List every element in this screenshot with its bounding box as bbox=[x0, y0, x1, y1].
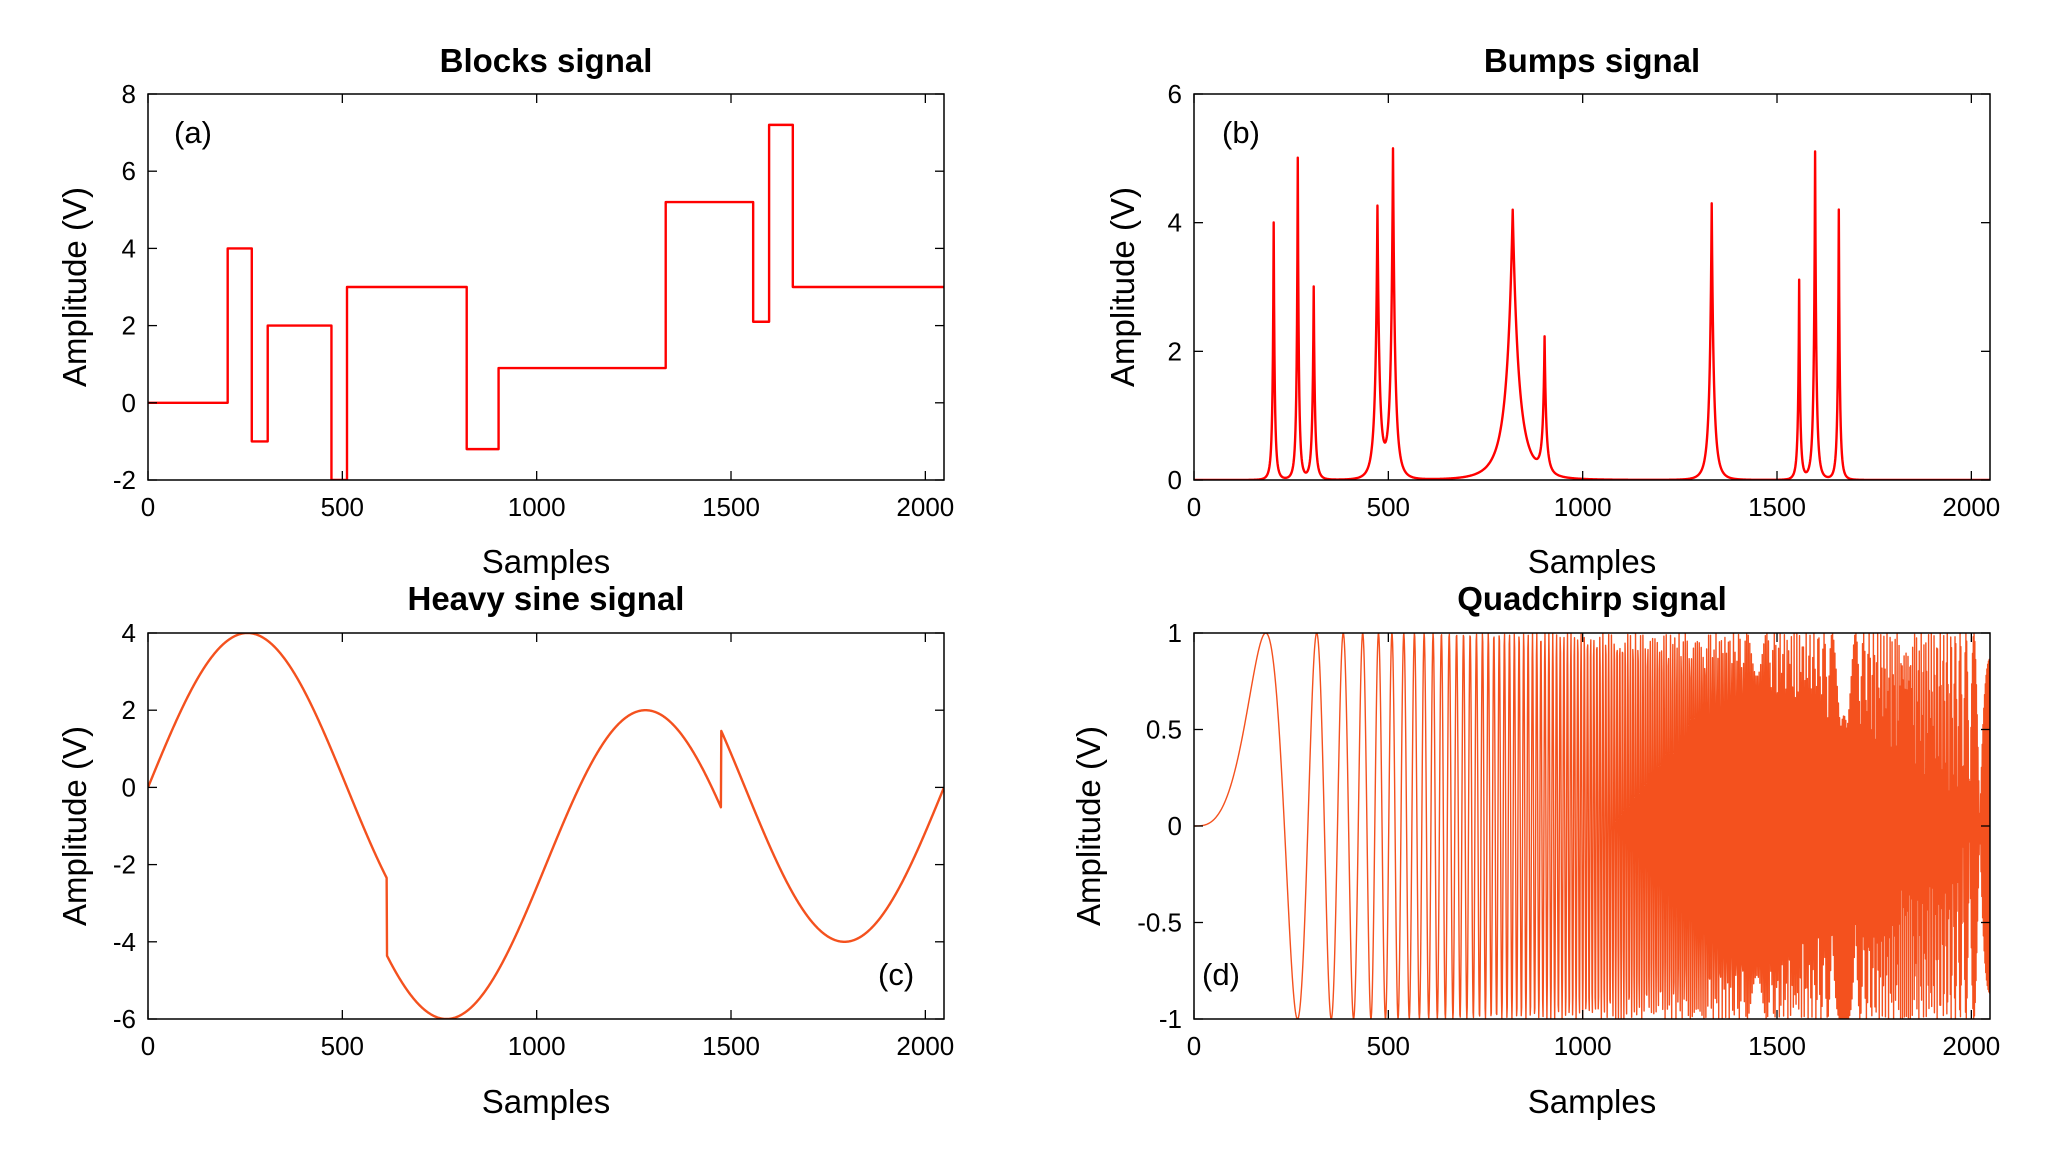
y-tick-label: 2 bbox=[1168, 336, 1182, 366]
x-tick-label: 1000 bbox=[508, 492, 566, 522]
x-tick-label: 500 bbox=[1367, 1031, 1410, 1061]
signal-line bbox=[148, 633, 944, 1019]
panel-label: (d) bbox=[1202, 957, 1240, 992]
x-tick-label: 1500 bbox=[702, 492, 760, 522]
x-axis-label: Samples bbox=[482, 1083, 610, 1120]
signal-line bbox=[148, 123, 944, 480]
x-axis-label: Samples bbox=[482, 543, 610, 580]
panel-title: Quadchirp signal bbox=[1457, 580, 1727, 617]
x-tick-label: 2000 bbox=[896, 1031, 954, 1061]
y-tick-label: 0 bbox=[1168, 811, 1182, 841]
x-tick-label: 1000 bbox=[508, 1031, 566, 1061]
x-tick-label: 1500 bbox=[1748, 1031, 1806, 1061]
y-tick-label: 1 bbox=[1168, 618, 1182, 648]
x-tick-label: 500 bbox=[321, 1031, 364, 1061]
x-tick-label: 2000 bbox=[1942, 492, 2000, 522]
x-tick-label: 0 bbox=[141, 1031, 155, 1061]
x-tick-label: 1500 bbox=[702, 1031, 760, 1061]
x-tick-label: 2000 bbox=[1942, 1031, 2000, 1061]
panel-title: Heavy sine signal bbox=[408, 580, 685, 617]
y-tick-label: -2 bbox=[113, 850, 136, 880]
plot-frame bbox=[147, 632, 945, 1020]
y-tick-label: -6 bbox=[113, 1004, 136, 1034]
y-tick-label: 4 bbox=[122, 233, 136, 263]
panel-quadchirp-signal: Quadchirp signal 0 500 1000 1500 2000 -1 -0.5 0… bbox=[1070, 580, 2000, 1120]
panel-label: (b) bbox=[1222, 115, 1260, 150]
y-tick-label: 2 bbox=[122, 311, 136, 341]
x-tick-label: 0 bbox=[141, 492, 155, 522]
signal-line bbox=[1194, 633, 1990, 1019]
y-axis-label: Amplitude (V) bbox=[56, 726, 93, 926]
x-tick-label: 500 bbox=[1367, 492, 1410, 522]
panel-title: Blocks signal bbox=[440, 42, 653, 79]
plot-frame bbox=[1193, 93, 1991, 481]
panel-bumps-signal: Bumps signal 0 500 1000 1500 2000 0 2 4 6 (b) Sa… bbox=[1104, 42, 2000, 580]
panel-title: Bumps signal bbox=[1484, 42, 1700, 79]
y-tick-label: 8 bbox=[122, 79, 136, 109]
x-tick-label: 0 bbox=[1187, 1031, 1201, 1061]
panel-heavy-sine-signal: Heavy sine signal 0 500 1000 1500 2000 -6 -4 -2… bbox=[56, 580, 954, 1120]
plot-frame bbox=[147, 93, 945, 481]
x-tick-label: 2000 bbox=[896, 492, 954, 522]
y-tick-label: 4 bbox=[122, 618, 136, 648]
signal-line bbox=[1194, 147, 1990, 480]
x-tick-label: 500 bbox=[321, 492, 364, 522]
y-tick-label: 6 bbox=[122, 156, 136, 186]
y-tick-label: 0.5 bbox=[1146, 715, 1182, 745]
y-tick-label: -2 bbox=[113, 465, 136, 495]
y-tick-label: 4 bbox=[1168, 208, 1182, 238]
x-tick-label: 1000 bbox=[1554, 1031, 1612, 1061]
x-tick-label: 1500 bbox=[1748, 492, 1806, 522]
y-tick-label: -0.5 bbox=[1137, 908, 1182, 938]
x-axis-label: Samples bbox=[1528, 543, 1656, 580]
y-axis-label: Amplitude (V) bbox=[1104, 187, 1141, 387]
y-tick-label: 0 bbox=[122, 388, 136, 418]
x-tick-label: 1000 bbox=[1554, 492, 1612, 522]
y-axis-label: Amplitude (V) bbox=[56, 187, 93, 387]
y-tick-label: -4 bbox=[113, 927, 136, 957]
y-tick-label: 0 bbox=[1168, 465, 1182, 495]
x-tick-label: 0 bbox=[1187, 492, 1201, 522]
y-tick-label: 6 bbox=[1168, 79, 1182, 109]
y-tick-label: 2 bbox=[122, 695, 136, 725]
y-tick-label: -1 bbox=[1159, 1004, 1182, 1034]
panel-label: (a) bbox=[174, 115, 212, 150]
panel-label: (c) bbox=[878, 957, 914, 992]
y-tick-label: 0 bbox=[122, 772, 136, 802]
y-axis-label: Amplitude (V) bbox=[1070, 726, 1107, 926]
x-axis-label: Samples bbox=[1528, 1083, 1656, 1120]
